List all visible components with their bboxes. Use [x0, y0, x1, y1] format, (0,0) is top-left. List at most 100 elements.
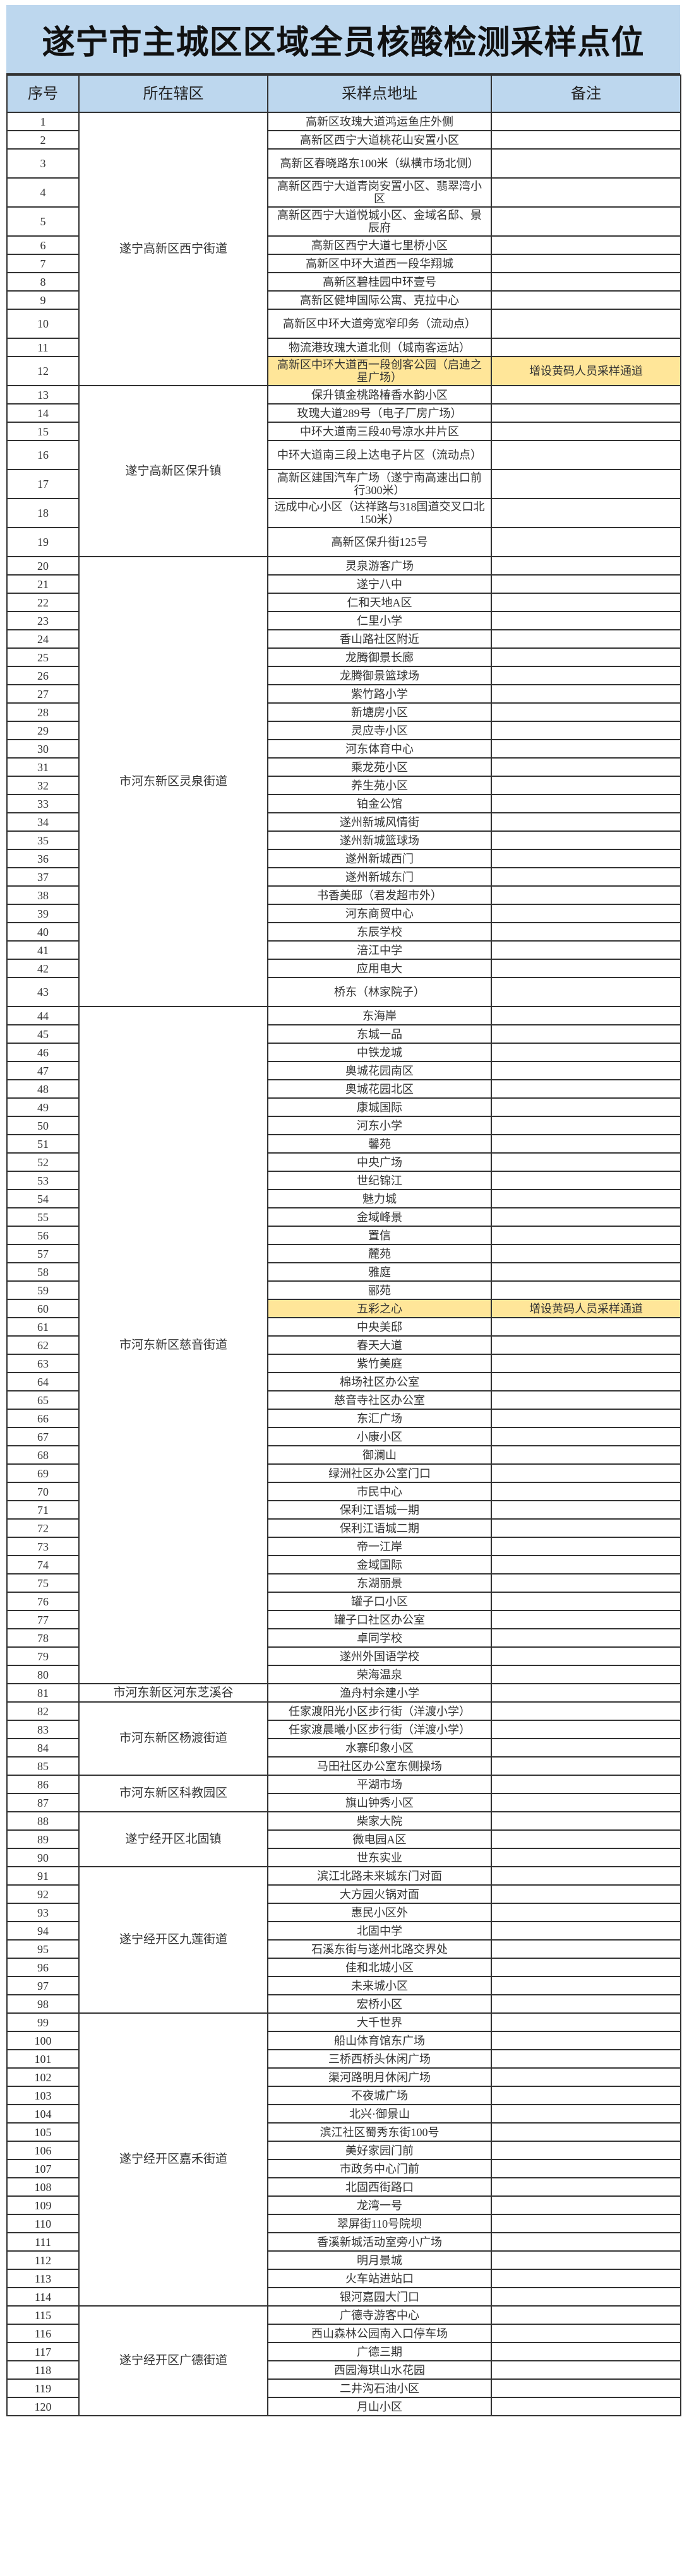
row-number: 96	[6, 1958, 80, 1977]
address-cell: 养生苑小区	[267, 776, 492, 795]
note-cell	[491, 1866, 681, 1886]
row-number: 79	[6, 1646, 80, 1666]
row-number: 12	[6, 356, 80, 386]
note-cell	[491, 2159, 681, 2178]
row-number: 25	[6, 647, 80, 667]
row-number: 58	[6, 1262, 80, 1282]
row-number: 52	[6, 1152, 80, 1172]
table-row: 2 高新区西宁大道桃花山安置小区	[6, 130, 681, 150]
address-cell: 宏桥小区	[267, 1994, 492, 2014]
table-row: 30 河东体育中心	[6, 739, 681, 759]
table-row: 26 龙腾御景篮球场	[6, 666, 681, 685]
address-cell: 高新区中环大道西一段创客公园（启迪之星广场）	[267, 356, 492, 386]
table-row: 117 广德三期	[6, 2342, 681, 2361]
address-cell: 河东商贸中心	[267, 904, 492, 923]
address-cell: 北固中学	[267, 1921, 492, 1941]
row-number: 84	[6, 1738, 80, 1758]
table-row: 87 旗山钟秀小区	[6, 1793, 681, 1812]
address-cell: 广德寺游客中心	[267, 2305, 492, 2325]
address-cell: 火车站进站口	[267, 2269, 492, 2288]
table-row: 11 物流港玫瑰大道北侧（城南客运站）	[6, 338, 681, 357]
row-number: 109	[6, 2195, 80, 2215]
note-cell	[491, 1097, 681, 1117]
note-cell	[491, 1280, 681, 1300]
row-number: 29	[6, 721, 80, 740]
note-cell	[491, 1226, 681, 1245]
address-cell: 银河嘉园大门口	[267, 2287, 492, 2307]
row-number: 98	[6, 1994, 80, 2014]
table-row: 6 高新区西宁大道七里桥小区	[6, 235, 681, 255]
table-row: 105 滨江社区蜀秀东街100号	[6, 2122, 681, 2142]
note-cell	[491, 830, 681, 850]
note-cell: 增设黄码人员采样通道	[491, 1299, 681, 1318]
note-cell	[491, 2031, 681, 2050]
table-row: 38 书香美邸（君发超市外）	[6, 885, 681, 905]
note-cell	[491, 1445, 681, 1465]
note-cell	[491, 2195, 681, 2215]
address-cell: 高新区保升街125号	[267, 527, 492, 557]
note-cell	[491, 338, 681, 357]
row-number: 111	[6, 2232, 80, 2252]
address-cell: 龙腾御景长廊	[267, 647, 492, 667]
district-cell: 遂宁经开区嘉禾街道	[78, 2012, 268, 2307]
note-cell	[491, 757, 681, 777]
row-number: 61	[6, 1317, 80, 1337]
table-row: 76 罐子口小区	[6, 1592, 681, 1611]
table-row: 15 中环大道南三段40号凉水井片区	[6, 422, 681, 441]
address-cell: 高新区西宁大道桃花山安置小区	[267, 130, 492, 150]
address-cell: 龙腾御景篮球场	[267, 666, 492, 685]
address-cell: 高新区西宁大道悦城小区、金域名邸、景辰府	[267, 206, 492, 237]
table-row: 106 美好家园门前	[6, 2141, 681, 2160]
note-cell	[491, 1207, 681, 1227]
table-row: 116 西山森林公园南入口停车场	[6, 2324, 681, 2343]
address-cell: 翠屏街110号院坝	[267, 2214, 492, 2233]
table-row: 73 帝一江岸	[6, 1537, 681, 1556]
note-cell	[491, 385, 681, 405]
table-row: 39 河东商贸中心	[6, 904, 681, 923]
table-row: 72 保利江语城二期	[6, 1518, 681, 1538]
note-cell	[491, 290, 681, 310]
address-cell: 石溪东街与遂州北路交界处	[267, 1939, 492, 1959]
address-cell: 不夜城广场	[267, 2086, 492, 2105]
table-row: 36 遂州新城西门	[6, 849, 681, 868]
row-number: 19	[6, 527, 80, 557]
address-cell: 仁里小学	[267, 611, 492, 630]
address-cell: 铂金公馆	[267, 794, 492, 813]
note-cell	[491, 1006, 681, 1025]
note-cell	[491, 1152, 681, 1172]
district-cell: 遂宁高新区西宁街道	[78, 112, 268, 386]
address-cell: 遂州新城篮球场	[267, 830, 492, 850]
note-cell	[491, 556, 681, 576]
address-cell: 康城国际	[267, 1097, 492, 1117]
table-row: 99 遂宁经开区嘉禾街道 大千世界	[6, 2012, 681, 2307]
note-cell	[491, 403, 681, 423]
row-number: 99	[6, 2012, 80, 2032]
address-cell: 保利江语城二期	[267, 1518, 492, 1538]
note-cell	[491, 1720, 681, 1739]
address-cell: 佳和北城小区	[267, 1958, 492, 1977]
note-cell	[491, 2324, 681, 2343]
table-row: 66 东汇广场	[6, 1409, 681, 1428]
row-number: 102	[6, 2067, 80, 2087]
row-number: 69	[6, 1463, 80, 1483]
note-cell	[491, 629, 681, 649]
table-row: 19 高新区保升街125号	[6, 527, 681, 557]
note-cell	[491, 2269, 681, 2288]
row-number: 92	[6, 1884, 80, 1904]
address-cell: 微电园A区	[267, 1829, 492, 1849]
address-cell: 荣海温泉	[267, 1665, 492, 1684]
address-cell: 保利江语城一期	[267, 1500, 492, 1520]
table-row: 89 微电园A区	[6, 1829, 681, 1849]
note-cell	[491, 2250, 681, 2270]
row-number: 17	[6, 469, 80, 499]
note-cell	[491, 1079, 681, 1099]
row-number: 83	[6, 1720, 80, 1739]
address-cell: 柴家大院	[267, 1811, 492, 1831]
table-row: 95 石溪东街与遂州北路交界处	[6, 1939, 681, 1959]
note-cell	[491, 593, 681, 612]
note-cell	[491, 904, 681, 923]
address-cell: 罐子口社区办公室	[267, 1610, 492, 1629]
table-row: 78 卓同学校	[6, 1628, 681, 1648]
table-row: 104 北兴·御景山	[6, 2104, 681, 2124]
address-cell: 香溪新城活动室旁小广场	[267, 2232, 492, 2252]
